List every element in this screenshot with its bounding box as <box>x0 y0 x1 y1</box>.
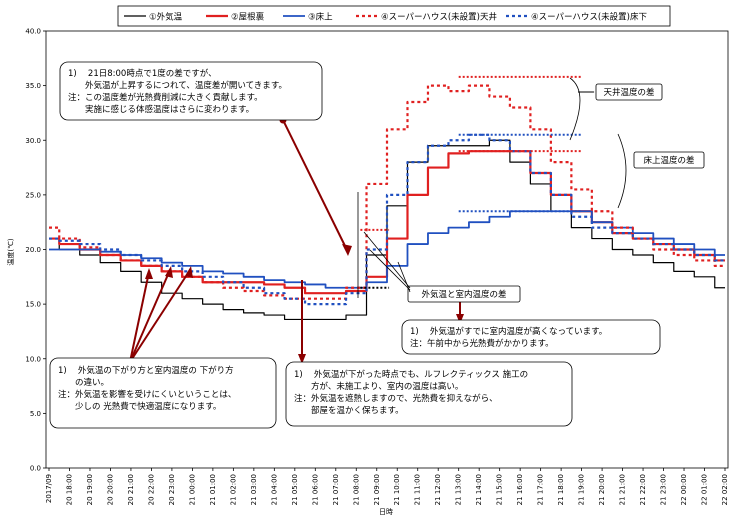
y-tick-label: 35.0 <box>25 82 41 90</box>
svg-text:少しの 光熱費で快適温度になります。: 少しの 光熱費で快適温度になります。 <box>58 401 221 412</box>
x-tick-label: 21 18:00 <box>557 474 565 505</box>
arrowhead-note3-c <box>185 266 193 278</box>
x-tick-label: 20 19:00 <box>86 474 94 505</box>
svg-text:1) 外気温が下がった時点でも、ルフレクティックス 施工の: 1) 外気温が下がった時点でも、ルフレクティックス 施工の <box>294 369 528 380</box>
series-layer <box>49 84 725 321</box>
x-tick-label: 21 06:00 <box>311 474 319 505</box>
floor-diff-label: 床上温度の差 <box>617 133 705 209</box>
x-tick-label: 20 18:00 <box>65 474 73 505</box>
x-tick-label: 22 00:00 <box>680 474 688 505</box>
x-tick-label: 20 22:00 <box>147 474 155 505</box>
x-tick-label: 20 21:00 <box>127 474 135 505</box>
x-tick-label: 21 11:00 <box>414 474 422 505</box>
svg-text:方が、未施工より、室内の温度は高い。: 方が、未施工より、室内の温度は高い。 <box>294 381 463 392</box>
arrowhead-note3-a <box>145 268 153 279</box>
svg-text:1) 外気温の下がり方と室内温度の 下がり方: 1) 外気温の下がり方と室内温度の 下がり方 <box>58 365 234 376</box>
svg-text:外気温が上昇するにつれて、温度差が開いてきます。: 外気温が上昇するにつれて、温度差が開いてきます。 <box>68 80 287 91</box>
x-tick-label: 21 21:00 <box>619 474 627 505</box>
svg-text:注：午前中から光熱費がかかります。: 注：午前中から光熱費がかかります。 <box>410 338 554 349</box>
x-tick-label: 21 13:00 <box>455 474 463 505</box>
x-tick-label: 21 04:00 <box>270 474 278 505</box>
x-axis-title: 日時 <box>379 508 393 516</box>
x-tick-label: 21 12:00 <box>434 474 442 505</box>
outdoor-diff-label: 外気温と室内温度の差 <box>363 231 521 303</box>
y-tick-label: 10.0 <box>25 355 41 363</box>
svg-text:1) 外気温がすでに室内温度が高くなっています。: 1) 外気温がすでに室内温度が高くなっています。 <box>410 326 607 337</box>
legend-label: ④スーパーハウス(未設置)天井 <box>381 12 497 23</box>
arrowhead-note4 <box>456 314 464 324</box>
legend-label: ②屋根裏 <box>231 12 265 23</box>
arrowhead-note1 <box>342 244 352 256</box>
arrowhead-note3-b <box>165 266 173 278</box>
y-tick-label: 25.0 <box>25 191 41 199</box>
x-tick-label: 21 01:00 <box>209 474 217 505</box>
y-tick-label: 20.0 <box>25 246 41 254</box>
x-tick-label: 21 07:00 <box>332 474 340 505</box>
series-line-3 <box>49 210 725 289</box>
y-axis-title: 温度(℃) <box>6 238 15 266</box>
arrowhead-note2 <box>298 354 306 364</box>
x-tick-label: 21 10:00 <box>393 474 401 505</box>
x-tick-label: 2017/09 <box>45 474 53 503</box>
legend-label: ①外気温 <box>149 12 183 23</box>
x-tick-label: 22 01:00 <box>701 474 709 505</box>
arrow-note3-b <box>129 269 171 363</box>
svg-text:1) 21日8:00時点で1度の差ですが、: 1) 21日8:00時点で1度の差ですが、 <box>68 68 217 79</box>
arrow-note3-c <box>129 269 191 363</box>
svg-text:床上温度の差: 床上温度の差 <box>643 155 694 166</box>
x-tick-label: 21 20:00 <box>598 474 606 505</box>
note4-box: 1) 外気温がすでに室内温度が高くなっています。 注：午前中から光熱費がかかりま… <box>401 319 661 355</box>
svg-text:の違い。: の違い。 <box>58 377 109 388</box>
x-tick-label: 22 02:00 <box>721 474 729 505</box>
svg-text:実施に感じる体感温度はさらに変わります。: 実施に感じる体感温度はさらに変わります。 <box>68 104 254 115</box>
svg-text:注：外気温を影響を受けにくいということは、: 注：外気温を影響を受けにくいということは、 <box>58 389 236 400</box>
y-tick-label: 30.0 <box>25 137 41 145</box>
svg-text:外気温と室内温度の差: 外気温と室内温度の差 <box>421 289 506 300</box>
x-tick-label: 21 00:00 <box>188 474 196 505</box>
legend-label: ④スーパーハウス(未設置)床下 <box>531 12 647 23</box>
x-tick-label: 21 23:00 <box>660 474 668 505</box>
svg-text:注：外気温を遮熱しますので、光熱費を抑えながら、: 注：外気温を遮熱しますので、光熱費を抑えながら、 <box>294 393 498 404</box>
arrow-note3-a <box>129 271 150 363</box>
y-tick-label: 5.0 <box>30 410 41 418</box>
x-tick-label: 21 22:00 <box>639 474 647 505</box>
x-tick-label: 20 20:00 <box>106 474 114 505</box>
difference-markers <box>360 75 582 289</box>
legend: ①外気温 ②屋根裏 ③床上 ④スーパーハウス(未設置)天井 ④スーパーハウス(未設置)床… <box>117 5 671 27</box>
x-tick-label: 21 05:00 <box>291 474 299 505</box>
x-axis: 2017/09 20 18:00 20 19:00 20 20:00 20 21:00 2… <box>45 468 729 505</box>
svg-text:天井温度の差: 天井温度の差 <box>603 87 654 98</box>
x-tick-label: 21 03:00 <box>250 474 258 505</box>
series-line-5 <box>49 133 725 306</box>
y-tick-label: 15.0 <box>25 301 41 309</box>
x-tick-label: 21 19:00 <box>578 474 586 505</box>
svg-text:注：この温度差が光熱費削減に大きく貢献します。: 注：この温度差が光熱費削減に大きく貢献します。 <box>68 92 263 103</box>
y-tick-label: 40.0 <box>25 28 41 36</box>
ceiling-diff-label: 天井温度の差 <box>569 77 663 141</box>
arrow-note1 <box>282 119 349 253</box>
legend-label: ③床上 <box>308 12 333 23</box>
x-tick-label: 21 15:00 <box>496 474 504 505</box>
x-tick-label: 21 08:00 <box>352 474 360 505</box>
note2-box: 1) 外気温が下がった時点でも、ルフレクティックス 施工の 方が、未施工より、室… <box>285 361 573 427</box>
x-tick-label: 21 02:00 <box>229 474 237 505</box>
y-tick-label: 0.0 <box>30 465 41 473</box>
note3-box: 1) 外気温の下がり方と室内温度の 下がり方 の違い。 注：外気温を影響を受けに… <box>49 357 277 429</box>
series-line-1 <box>49 139 725 321</box>
note1-box: 1) 21日8:00時点で1度の差ですが、 外気温が上昇するにつれて、温度差が開… <box>59 61 323 121</box>
annotation-arrows <box>129 119 461 363</box>
svg-text:部屋を温かく保ちます。: 部屋を温かく保ちます。 <box>294 405 404 416</box>
x-tick-label: 21 14:00 <box>475 474 483 505</box>
x-tick-label: 21 17:00 <box>537 474 545 505</box>
y-axis: 0.0 5.0 10.0 15.0 20.0 25.0 30.0 35.0 40.0 <box>25 28 46 473</box>
x-tick-label: 20 23:00 <box>168 474 176 505</box>
x-tick-label: 21 16:00 <box>516 474 524 505</box>
x-tick-label: 21 09:00 <box>373 474 381 505</box>
